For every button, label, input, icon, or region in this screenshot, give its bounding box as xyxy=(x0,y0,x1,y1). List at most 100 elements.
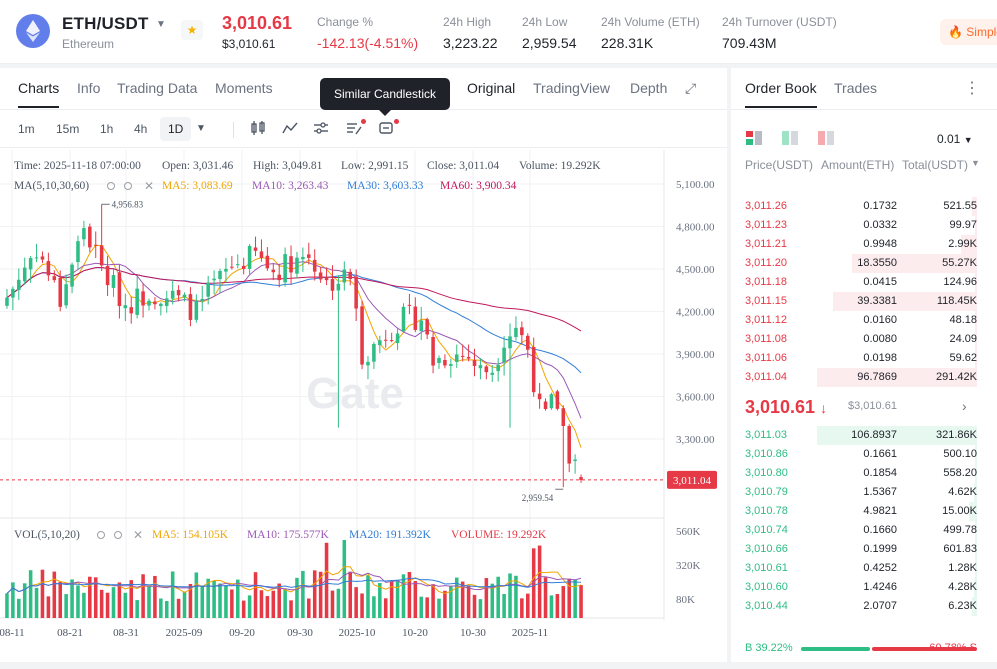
simple-mode-button[interactable]: 🔥 Simple xyxy=(940,19,997,45)
candle-body xyxy=(460,355,465,357)
volume-bar xyxy=(543,577,548,618)
candle-body xyxy=(265,255,270,269)
eye-icon xyxy=(107,182,115,190)
price-chart[interactable]: Gate 5,100.00 4,800.00 4,500.00 4,200.00 3,9… xyxy=(0,68,727,662)
volume-bar xyxy=(111,587,116,618)
order-book-panel: Order Book Trades ⋮ 0.01 ▼ Price(USDT) A… xyxy=(731,68,997,662)
chevron-down-icon[interactable]: ▼ xyxy=(971,158,980,168)
bid-row[interactable]: 3,010.80 0.1854 558.20 xyxy=(731,464,997,483)
similar-candlestick-icon[interactable] xyxy=(378,120,394,139)
volume-bar xyxy=(153,575,157,618)
bid-total: 4.28K xyxy=(948,581,977,593)
view-bids-icon[interactable] xyxy=(782,131,798,145)
ma5-value: MA5: 3,083.69 xyxy=(162,180,233,192)
tab-trades[interactable]: Trades xyxy=(834,80,878,96)
more-icon[interactable]: ⋮ xyxy=(964,80,980,97)
bid-row[interactable]: 3,010.78 4.9821 15.00K xyxy=(731,502,997,521)
buy-sell-ratio: B 39.22% 60.78% S xyxy=(731,642,997,656)
favorite-star-icon[interactable]: ★ xyxy=(181,20,203,40)
ma10-value: MA10: 3,263.43 xyxy=(252,180,329,192)
volume-bar xyxy=(123,592,128,618)
candle-body xyxy=(454,354,459,362)
ask-row[interactable]: 3,011.26 0.1732 521.55 xyxy=(731,197,997,216)
bid-row[interactable]: 3,010.44 2.0707 6.23K xyxy=(731,597,997,616)
ask-row[interactable]: 3,011.15 39.3381 118.45K xyxy=(731,292,997,311)
vol-label: VOL(5,10,20) xyxy=(14,529,80,541)
tab-info[interactable]: Info xyxy=(77,80,101,96)
bid-row[interactable]: 3,010.66 0.1999 601.83 xyxy=(731,540,997,559)
view-both-icon[interactable] xyxy=(746,131,762,145)
bid-row[interactable]: 3,011.03 106.8937 321.86K xyxy=(731,426,997,445)
ask-row[interactable]: 3,011.23 0.0332 99.97 xyxy=(731,216,997,235)
tab-trading-data[interactable]: Trading Data xyxy=(117,80,198,96)
depth-bar xyxy=(975,273,977,292)
ask-row[interactable]: 3,011.12 0.0160 48.18 xyxy=(731,311,997,330)
candle-body xyxy=(17,279,21,291)
ask-row[interactable]: 3,011.04 96.7869 291.42K xyxy=(731,368,997,387)
candle-body xyxy=(431,337,435,366)
ask-row[interactable]: 3,011.21 0.9948 2.99K xyxy=(731,235,997,254)
chevron-right-icon[interactable]: › xyxy=(962,398,967,414)
tab-charts[interactable]: Charts xyxy=(18,80,60,108)
bid-row[interactable]: 3,010.60 1.4246 4.28K xyxy=(731,578,997,597)
tab-moments[interactable]: Moments xyxy=(215,80,273,96)
arrow-down-icon: ↓ xyxy=(820,400,828,416)
volume-bar xyxy=(508,573,512,618)
pair-symbol[interactable]: ETH/USDT xyxy=(62,14,149,33)
candle-body xyxy=(135,288,139,315)
ask-amount: 39.3381 xyxy=(857,295,897,307)
bid-amount: 0.1660 xyxy=(863,524,897,536)
bid-row[interactable]: 3,010.61 0.4252 1.28K xyxy=(731,559,997,578)
interval-4h[interactable]: 4h xyxy=(134,122,148,136)
bid-row[interactable]: 3,010.74 0.1660 499.78 xyxy=(731,521,997,540)
bid-total: 558.20 xyxy=(943,467,977,479)
bid-total: 15.00K xyxy=(942,505,977,517)
chevron-down-icon[interactable]: ▼ xyxy=(156,19,166,30)
precision-select[interactable]: 0.01 ▼ xyxy=(937,132,973,146)
volume-tick-label: 560K xyxy=(676,526,701,538)
volume-bar xyxy=(17,598,21,618)
candle-body xyxy=(153,301,157,305)
interval-15m[interactable]: 15m xyxy=(56,122,80,136)
ask-row[interactable]: 3,011.18 0.0415 124.96 xyxy=(731,273,997,292)
bid-row[interactable]: 3,010.79 1.5367 4.62K xyxy=(731,483,997,502)
candle-body xyxy=(360,306,364,365)
price-tick-label: 3,600.00 xyxy=(676,392,715,404)
candle-body xyxy=(466,357,471,359)
depth-bar xyxy=(974,483,977,502)
volume-bar xyxy=(389,581,394,618)
depth-bar xyxy=(969,502,977,521)
ma30-value: MA30: 3,603.33 xyxy=(347,180,424,192)
ask-row[interactable]: 3,011.20 18.3550 55.27K xyxy=(731,254,997,273)
interval-dropdown-icon[interactable]: ▼ xyxy=(196,123,206,134)
view-asks-icon[interactable] xyxy=(818,131,834,145)
interval-1m[interactable]: 1m xyxy=(18,122,35,136)
volume-bar xyxy=(93,577,98,618)
ask-row[interactable]: 3,011.06 0.0198 59.62 xyxy=(731,349,997,368)
indicator-icon[interactable] xyxy=(282,120,298,139)
tab-original[interactable]: Original xyxy=(467,80,516,96)
time-tick-label: 2025-09 xyxy=(166,627,203,639)
similar-candlestick-tooltip: Similar Candlestick xyxy=(320,78,450,116)
min-price-label: 2,959.54 xyxy=(522,493,554,503)
bid-row[interactable]: 3,010.86 0.1661 500.10 xyxy=(731,445,997,464)
bid-total: 321.86K xyxy=(936,429,977,441)
buy-ratio-bar xyxy=(801,647,870,651)
drawing-tools-icon[interactable] xyxy=(346,120,362,139)
time-tick-label: 09-30 xyxy=(287,627,313,639)
volume-bar xyxy=(259,590,264,618)
tab-order-book[interactable]: Order Book xyxy=(745,80,817,108)
tab-tradingview[interactable]: TradingView xyxy=(533,80,611,96)
interval-1d[interactable]: 1D xyxy=(160,117,192,141)
candle-body xyxy=(318,272,323,280)
candle-body xyxy=(496,364,500,372)
settings-sliders-icon[interactable] xyxy=(313,120,329,139)
ask-row[interactable]: 3,011.08 0.0080 24.09 xyxy=(731,330,997,349)
volume-bar xyxy=(34,587,39,618)
candle-type-icon[interactable] xyxy=(250,120,266,139)
expand-icon[interactable]: ⤢ xyxy=(685,80,697,96)
volume-bar xyxy=(431,584,435,618)
interval-1h[interactable]: 1h xyxy=(100,122,114,136)
col-total[interactable]: Total(USDT) xyxy=(902,158,969,172)
tab-depth[interactable]: Depth xyxy=(630,80,668,96)
